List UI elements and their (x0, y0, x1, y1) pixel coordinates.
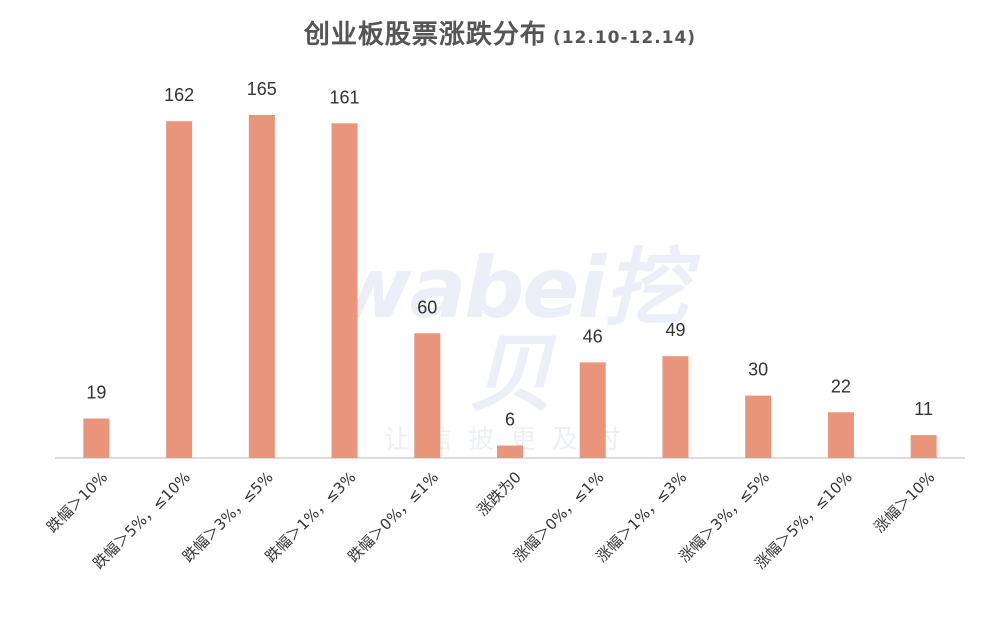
bar (662, 356, 689, 458)
bar (331, 123, 358, 458)
data-label: 165 (247, 79, 277, 99)
bar (414, 333, 441, 458)
data-label: 46 (583, 326, 603, 346)
data-label: 60 (417, 297, 437, 317)
bar (910, 435, 937, 458)
chart-title-text: 创业板股票涨跌分布 (303, 20, 547, 50)
data-label: 6 (505, 410, 515, 430)
chart-subtitle: (12.10-12.14) (552, 28, 697, 48)
data-label: 22 (831, 376, 851, 396)
data-label: 19 (86, 383, 106, 403)
x-tick-label: 涨幅＞1%，≤3% (593, 468, 691, 566)
bar (579, 362, 606, 458)
x-tick-label: 涨幅＞10% (870, 468, 938, 536)
data-label: 161 (330, 87, 360, 107)
bar (248, 115, 275, 458)
x-tick-label: 涨幅＞0%，≤1% (510, 468, 608, 566)
x-tick-label: 跌幅＞10% (43, 468, 111, 536)
bar (745, 395, 772, 458)
data-label: 49 (665, 320, 685, 340)
x-tick-label: 跌幅＞0%，≤1% (344, 468, 442, 566)
chart-title: 创业板股票涨跌分布 (12.10-12.14) (0, 14, 1000, 51)
bar (827, 412, 854, 458)
bar (497, 445, 523, 458)
bar (83, 418, 110, 458)
data-label: 30 (748, 360, 768, 380)
x-tick-label: 涨跌为0 (474, 468, 525, 519)
bar (166, 121, 193, 459)
x-tick-label: 涨幅＞3%，≤5% (675, 468, 773, 566)
x-tick-label: 跌幅＞1%，≤3% (262, 468, 360, 566)
x-tick-label: 跌幅＞3%，≤5% (179, 468, 277, 566)
data-label: 162 (164, 85, 194, 105)
data-label: 11 (914, 399, 933, 419)
